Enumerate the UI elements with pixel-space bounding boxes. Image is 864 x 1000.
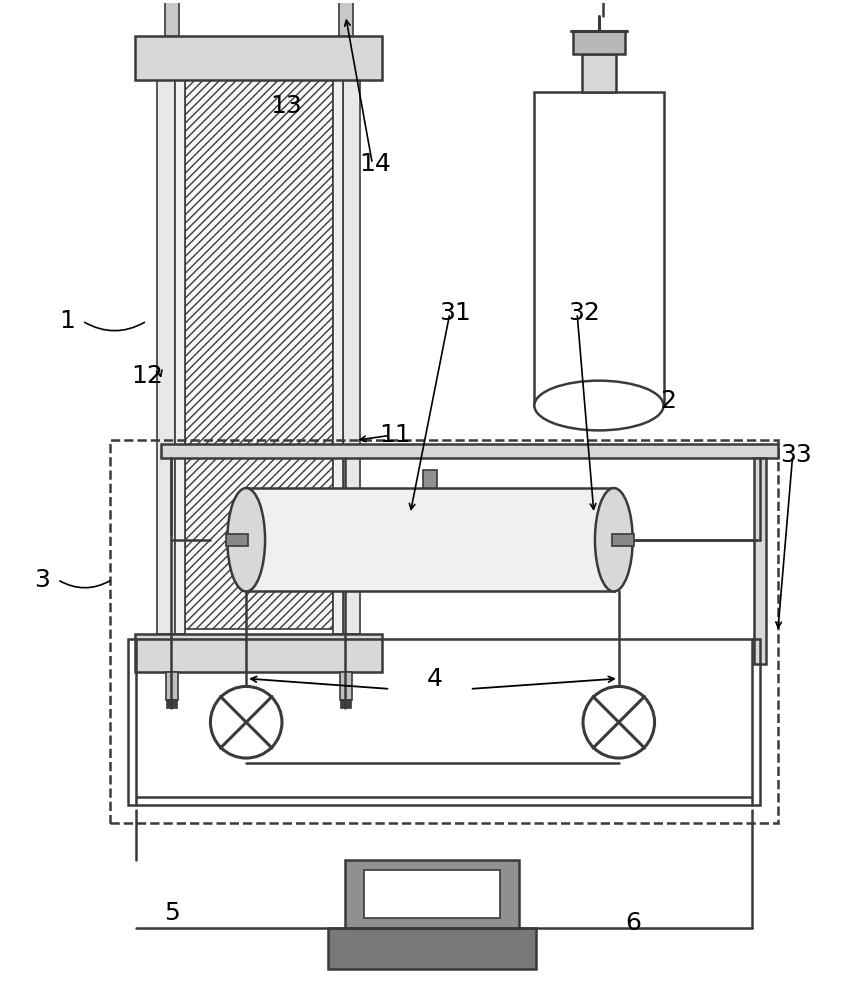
Text: 3: 3: [35, 568, 50, 592]
Bar: [175, 72, 185, 634]
Circle shape: [583, 686, 655, 758]
Bar: [327, 928, 537, 969]
Bar: [340, 700, 351, 708]
Bar: [612, 534, 633, 546]
Bar: [185, 77, 333, 629]
Bar: [128, 639, 759, 805]
Text: 31: 31: [439, 301, 471, 325]
Text: 33: 33: [780, 443, 811, 467]
Bar: [167, 700, 176, 708]
Bar: [340, 672, 352, 700]
Text: 13: 13: [270, 94, 302, 118]
Circle shape: [211, 686, 282, 758]
Bar: [534, 92, 664, 406]
Text: 14: 14: [359, 152, 391, 176]
Bar: [423, 470, 437, 488]
Bar: [573, 31, 625, 54]
Bar: [135, 36, 383, 80]
Bar: [110, 440, 778, 823]
Bar: [339, 0, 353, 36]
Bar: [754, 458, 766, 664]
Bar: [246, 488, 613, 591]
Text: 11: 11: [379, 423, 411, 447]
Text: 6: 6: [626, 911, 642, 935]
Bar: [333, 72, 343, 634]
Bar: [582, 54, 616, 92]
Bar: [156, 72, 175, 634]
Text: 1: 1: [60, 309, 75, 333]
Text: 4: 4: [427, 667, 443, 691]
Bar: [161, 444, 778, 458]
Bar: [343, 72, 360, 634]
Bar: [135, 634, 383, 672]
Bar: [365, 870, 499, 918]
Text: 5: 5: [164, 901, 180, 925]
Text: 2: 2: [660, 389, 677, 413]
Bar: [166, 672, 178, 700]
Bar: [345, 860, 519, 928]
Text: 12: 12: [131, 364, 162, 388]
Ellipse shape: [595, 488, 632, 591]
Bar: [165, 0, 179, 36]
Ellipse shape: [227, 488, 265, 591]
Ellipse shape: [534, 381, 664, 430]
Bar: [226, 534, 248, 546]
Text: 32: 32: [568, 301, 600, 325]
